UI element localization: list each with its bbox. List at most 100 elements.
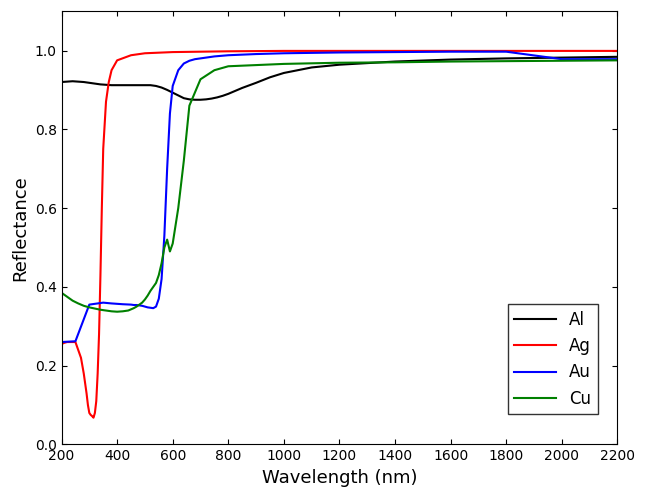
Au [447,49,455,55]
Al [185,97,193,103]
Cu [391,59,399,65]
X-axis label: Wavelength (nm): Wavelength (nm) [262,469,417,487]
Ag [89,413,96,419]
Ag [84,402,92,408]
Al [141,82,149,88]
Cu [211,67,218,73]
Al [152,83,160,89]
Al [266,74,274,80]
Ag [91,410,99,416]
Al [174,93,182,99]
Cu [558,58,566,64]
Ag [95,331,103,337]
Cu [96,307,104,313]
Au [127,302,135,308]
Ag [80,371,88,376]
Ag [614,48,621,54]
Au [144,304,152,310]
Cu [141,296,149,302]
Line: Au: Au [61,52,618,342]
Au [99,300,107,306]
Cu [136,302,143,308]
Ag [108,67,116,73]
Al [614,54,621,60]
Ag [503,48,510,54]
Cu [160,245,168,250]
Au [130,302,138,308]
Al [202,97,210,103]
Au [191,56,199,62]
Cu [74,300,82,306]
Ag [113,57,121,63]
Al [125,82,132,88]
Al [113,82,121,88]
Al [335,62,343,68]
Al [163,87,171,93]
Au [147,305,154,311]
Au [174,67,182,73]
Al [447,57,455,63]
Cu [68,298,76,304]
Au [503,49,510,55]
Al [191,97,199,103]
Al [238,85,246,91]
Al [130,82,138,88]
Au [108,300,116,306]
Au [335,49,343,55]
Cu [102,308,110,314]
Al [147,82,154,88]
Al [169,90,176,96]
Ag [72,339,79,345]
Ag [127,52,135,58]
Al [280,70,287,76]
Al [180,95,188,101]
Au [558,56,566,62]
Al [213,95,221,101]
Ag [90,415,98,421]
Cu [503,58,510,64]
Cu [108,308,116,314]
Cu [169,241,176,247]
Au [57,339,65,345]
Cu [132,304,140,310]
Al [74,79,82,85]
Al [102,82,110,88]
Au [85,302,93,308]
Ag [77,355,85,361]
Cu [113,309,121,315]
Ag [87,412,94,418]
Cu [144,292,152,298]
Cu [130,305,138,311]
Cu [119,308,127,314]
Ag [105,79,112,85]
Au [391,49,399,55]
Al [307,64,315,70]
Ag [96,272,104,278]
Au [152,304,160,310]
Cu [158,260,165,266]
Al [63,79,71,85]
Ag [63,339,71,345]
Cu [335,60,343,66]
Ag [169,49,176,55]
Ag [224,48,232,54]
Cu [185,103,193,109]
Au [614,56,621,62]
Au [160,233,168,239]
Al [208,96,216,102]
Al [196,97,204,103]
Cu [166,249,174,254]
Line: Cu: Cu [61,60,618,312]
Au [163,166,171,172]
Al [503,55,510,61]
Cu [91,306,99,312]
Au [252,51,260,57]
Au [72,338,79,344]
Al [136,82,143,88]
Cu [138,300,146,306]
Al [108,82,116,88]
Au [158,276,165,282]
Ag [85,410,93,416]
Au [132,302,140,308]
Ag [280,48,287,54]
